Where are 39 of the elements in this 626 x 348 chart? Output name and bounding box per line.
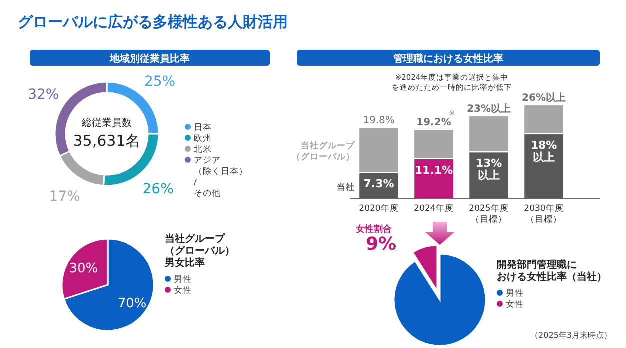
data-label: 9% <box>366 234 397 255</box>
data-label: 11.1% <box>414 164 454 177</box>
data-label: 26% <box>142 182 174 198</box>
data-label: 18%以上 <box>530 138 558 164</box>
pie-slice <box>64 238 155 332</box>
chart-title: グローバルに広がる多様性ある人財活用 <box>18 13 288 31</box>
text: 女性割合 <box>355 224 393 235</box>
x-tick-label: 2024年度 <box>414 203 454 214</box>
x-tick-label: 2025年度（目標） <box>469 203 509 225</box>
legend-label: 日本 <box>194 122 212 133</box>
series-label: 当社 <box>337 182 355 193</box>
total-label: 26%以上 <box>522 92 566 104</box>
series-label: 当社グループ（グローバル） <box>292 140 356 163</box>
legend-label: 女性 <box>506 299 524 310</box>
text: （2025年3月末時点） <box>530 331 612 340</box>
text: 当社グループ（グローバル）男女比率 <box>164 233 235 269</box>
legend-label: 男性 <box>174 274 192 285</box>
data-label: 70% <box>118 296 147 312</box>
legend-label: アジア（除く日本）/その他 <box>194 156 248 199</box>
data-label: 32% <box>28 86 60 103</box>
legend-label: 男性 <box>506 288 524 299</box>
data-label: 30% <box>69 261 98 276</box>
x-tick-label: 2030年度（目標） <box>524 203 564 225</box>
chart-title: 管理職における女性比率 <box>392 53 504 65</box>
data-label: 7.3% <box>364 178 394 191</box>
total-label: 19.2% <box>416 118 452 129</box>
data-label: 13%以上 <box>476 157 502 182</box>
chart-subtitle: 地域別従業員比率 <box>109 53 190 65</box>
legend-label: 欧州 <box>194 133 212 144</box>
text: 総従業員数 <box>81 117 132 129</box>
total-label: 19.8% <box>363 115 395 126</box>
data-label: 17% <box>49 189 80 206</box>
text: 開発部門管理職における女性比率（当社） <box>497 259 607 283</box>
total-label: 23%以上 <box>467 102 511 115</box>
legend-label: 女性 <box>174 285 192 296</box>
text: 35,631名 <box>73 132 141 150</box>
legend-label: 北米 <box>194 144 212 155</box>
x-tick-label: 2020年度 <box>359 203 399 214</box>
data-label: 25% <box>144 74 176 90</box>
